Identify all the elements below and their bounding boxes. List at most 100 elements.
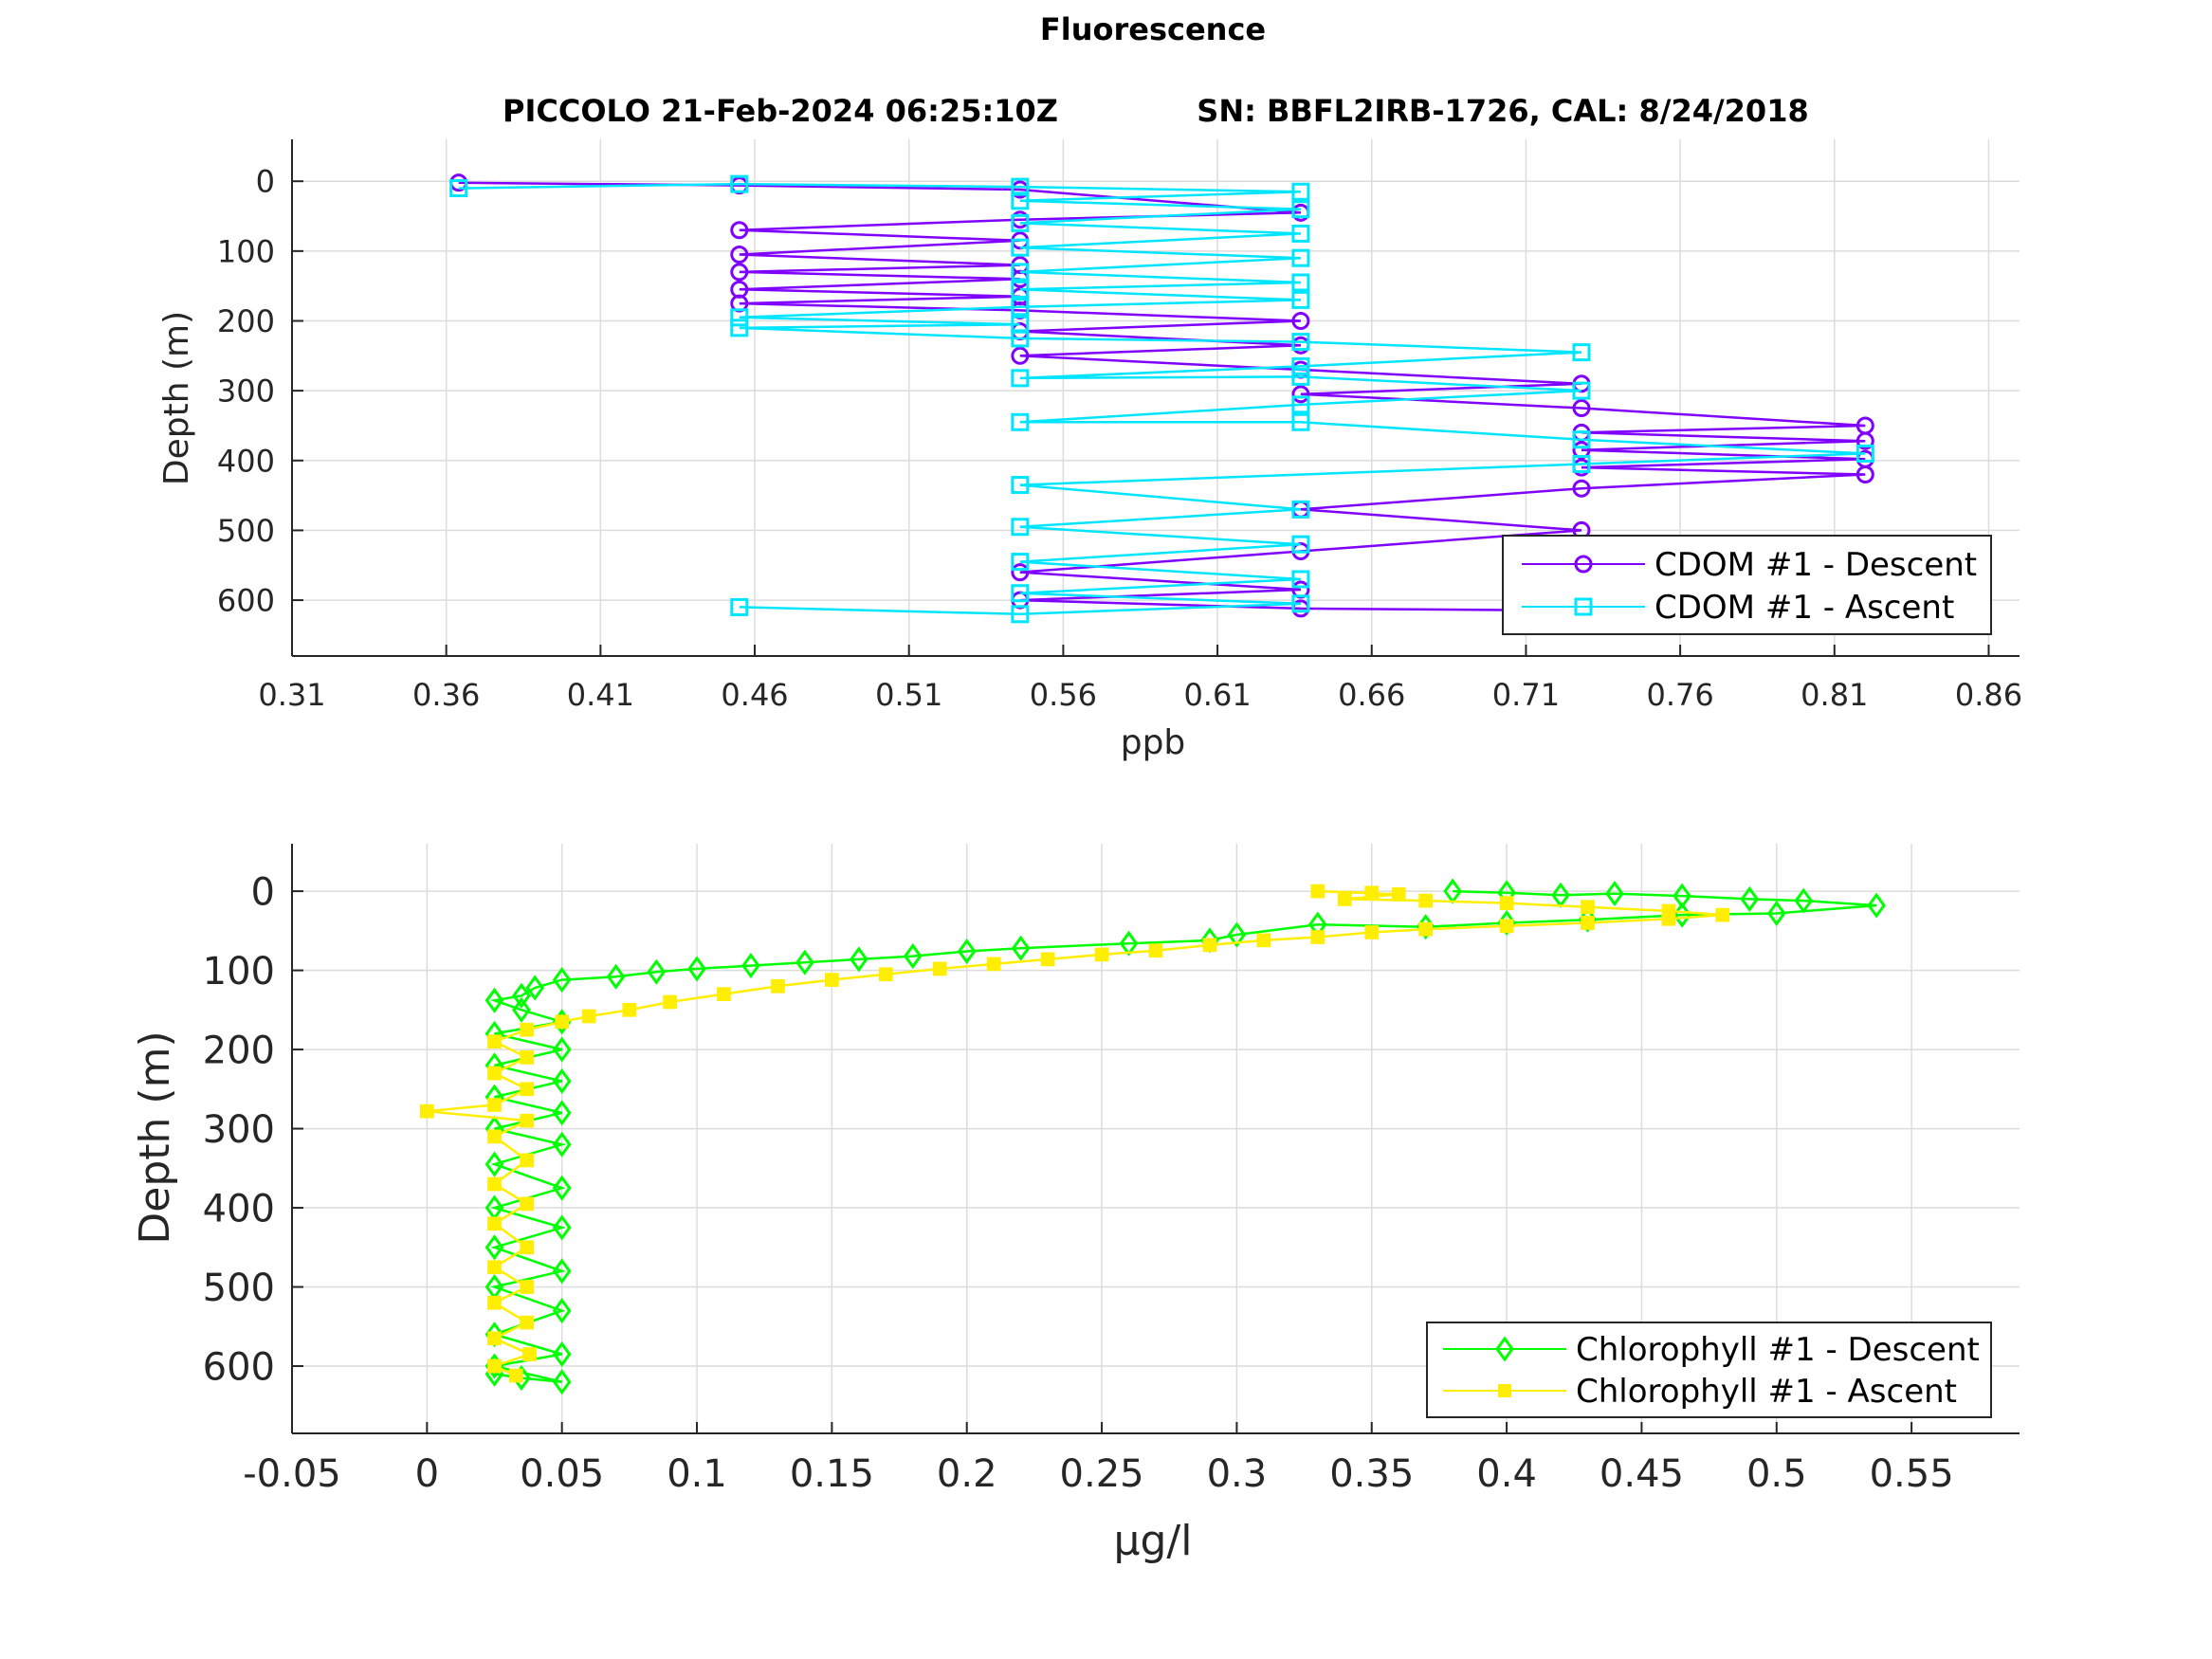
chlorophyll-y-tick-label: 0 xyxy=(251,870,275,914)
cdom-ascent-point xyxy=(1011,476,1030,495)
cdom-ascent-point xyxy=(1291,333,1310,352)
chlorophyll-ascent-point xyxy=(1418,893,1434,908)
chlorophyll-ascent-point xyxy=(1364,925,1380,939)
cdom-ascent-point xyxy=(1291,412,1310,431)
chlorophyll-ascent-point xyxy=(487,1331,502,1346)
cdom-ascent-series xyxy=(449,174,1874,624)
cdom-ascent-point xyxy=(1856,444,1874,463)
chlorophyll-ascent-point xyxy=(520,1240,535,1255)
cdom-ascent-point xyxy=(1011,518,1030,537)
chlorophyll-x-tick-label: 0.1 xyxy=(667,1452,727,1496)
cdom-descent-point xyxy=(730,263,749,282)
chlorophyll-ascent-point xyxy=(1715,907,1730,922)
chlorophyll-legend-box xyxy=(1426,1322,1992,1418)
chlorophyll-x-tick-label: 0 xyxy=(415,1452,439,1496)
chlorophyll-ascent-point xyxy=(487,1176,502,1192)
cdom-ascent-point xyxy=(1572,430,1591,449)
cdom-ascent-point xyxy=(730,319,749,337)
chlorophyll-ascent-point xyxy=(622,1002,637,1017)
cdom-x-tick-label: 0.71 xyxy=(1492,677,1560,713)
chlorophyll-ascent-point xyxy=(522,1347,537,1361)
chlorophyll-descent-point xyxy=(552,1258,572,1285)
chlorophyll-x-axis-label: μg/l xyxy=(1114,1517,1193,1565)
chlorophyll-x-tick-label: 0.2 xyxy=(937,1452,997,1496)
chlorophyll-y-tick-label: 400 xyxy=(203,1187,275,1231)
chlorophyll-ascent-point xyxy=(1310,930,1325,944)
chlorophyll-ascent-point xyxy=(771,978,785,994)
chlorophyll-descent-point xyxy=(552,1100,572,1126)
chlorophyll-ascent-point xyxy=(1337,892,1352,906)
chlorophyll-descent-point xyxy=(1605,881,1624,907)
cdom-legend-descent-label: CDOM #1 - Descent xyxy=(1654,546,1977,584)
cdom-ascent-point xyxy=(1291,367,1310,386)
chlorophyll-descent-series xyxy=(484,878,1886,1395)
cdom-x-tick-label: 0.31 xyxy=(258,677,325,713)
chlorophyll-x-tick-label: 0.15 xyxy=(790,1452,874,1496)
chlorophyll-ascent-point xyxy=(487,1129,502,1144)
chlorophyll-legend-descent-marker xyxy=(1495,1336,1514,1362)
cdom-x-tick-label: 0.51 xyxy=(875,677,942,713)
chlorophyll-axes: -0.05 0 0.05 0.1 0.15 0.2 0.25 0.3 0.35 0.4 0.45 0.… xyxy=(131,844,2020,1565)
chlorophyll-descent-point xyxy=(552,1214,572,1241)
cdom-legend-descent-marker xyxy=(1574,555,1593,574)
figure-subtitle-left: PICCOLO 21-Feb-2024 06:25:10Z xyxy=(503,93,1058,129)
cdom-descent-point xyxy=(1856,431,1874,450)
chlorophyll-ascent-point xyxy=(1581,900,1595,915)
cdom-x-tick-label: 0.66 xyxy=(1338,677,1405,713)
cdom-ascent-point xyxy=(1291,248,1310,267)
cdom-y-axis-label: Depth (m) xyxy=(157,311,196,485)
chlorophyll-ascent-point xyxy=(487,1295,502,1310)
cdom-x-tick-label: 0.41 xyxy=(567,677,634,713)
chlorophyll-descent-point xyxy=(552,1298,572,1324)
cdom-descent-point xyxy=(730,221,749,240)
cdom-ascent-point xyxy=(1572,343,1591,362)
chlorophyll-ascent-point xyxy=(1661,903,1676,919)
chlorophyll-descent-point xyxy=(1867,892,1886,919)
chlorophyll-ascent-point xyxy=(520,1315,535,1330)
chlorophyll-y-ticks: 0 100 200 300 400 500 600 xyxy=(203,870,303,1389)
chlorophyll-descent-point xyxy=(795,949,814,975)
cdom-x-axis-label: ppb xyxy=(1121,723,1186,762)
cdom-x-tick-label: 0.86 xyxy=(1955,677,2022,713)
cdom-ascent-point xyxy=(730,597,749,616)
chlorophyll-ascent-point xyxy=(487,1066,502,1081)
cdom-ascent-point xyxy=(1011,280,1030,299)
chlorophyll-ascent-point xyxy=(520,1050,535,1065)
chlorophyll-descent-point xyxy=(1011,935,1031,961)
cdom-ascent-point xyxy=(449,179,468,198)
chlorophyll-descent-point xyxy=(1740,885,1760,912)
cdom-ascent-point xyxy=(1011,298,1030,317)
chlorophyll-y-tick-label: 500 xyxy=(203,1267,275,1310)
cdom-ascent-point xyxy=(1011,369,1030,388)
cdom-ascent-point xyxy=(1291,224,1310,243)
chlorophyll-ascent-point xyxy=(508,1368,523,1383)
chlorophyll-ascent-point xyxy=(1202,938,1217,953)
cdom-ascent-point xyxy=(1291,535,1310,554)
cdom-axes: 0.31 0.36 0.41 0.46 0.51 0.56 0.61 0.66 0.71 0.76… xyxy=(157,139,2022,762)
chlorophyll-ascent-point xyxy=(520,1196,535,1212)
chlorophyll-descent-point xyxy=(552,1131,572,1158)
cdom-y-tick-label: 0 xyxy=(256,164,275,200)
chlorophyll-descent-point xyxy=(1119,930,1139,957)
chlorophyll-y-tick-label: 100 xyxy=(203,950,275,994)
chlorophyll-descent-point xyxy=(1766,900,1786,927)
chlorophyll-descent-point xyxy=(552,1369,572,1395)
chlorophyll-ascent-point xyxy=(487,1098,502,1112)
chlorophyll-ascent-point xyxy=(932,961,947,976)
chlorophyll-ascent-point xyxy=(878,967,893,982)
chlorophyll-descent-point xyxy=(552,1175,572,1201)
cdom-ascent-point xyxy=(1572,381,1591,400)
cdom-x-tick-label: 0.81 xyxy=(1801,677,1868,713)
chlorophyll-descent-point xyxy=(552,1036,572,1063)
chlorophyll-x-tick-label: 0.25 xyxy=(1060,1452,1144,1496)
chlorophyll-ascent-point xyxy=(487,1034,502,1049)
cdom-descent-point xyxy=(730,246,749,264)
cdom-y-ticks: 0 100 200 300 400 500 600 xyxy=(217,164,303,619)
cdom-y-tick-label: 500 xyxy=(217,513,275,549)
cdom-legend-box xyxy=(1502,535,1992,635)
chlorophyll-ascent-point xyxy=(520,1153,535,1168)
chlorophyll-ascent-series xyxy=(419,884,1730,1383)
chlorophyll-ascent-line xyxy=(427,889,1723,1377)
chlorophyll-ascent-point xyxy=(520,1113,535,1128)
